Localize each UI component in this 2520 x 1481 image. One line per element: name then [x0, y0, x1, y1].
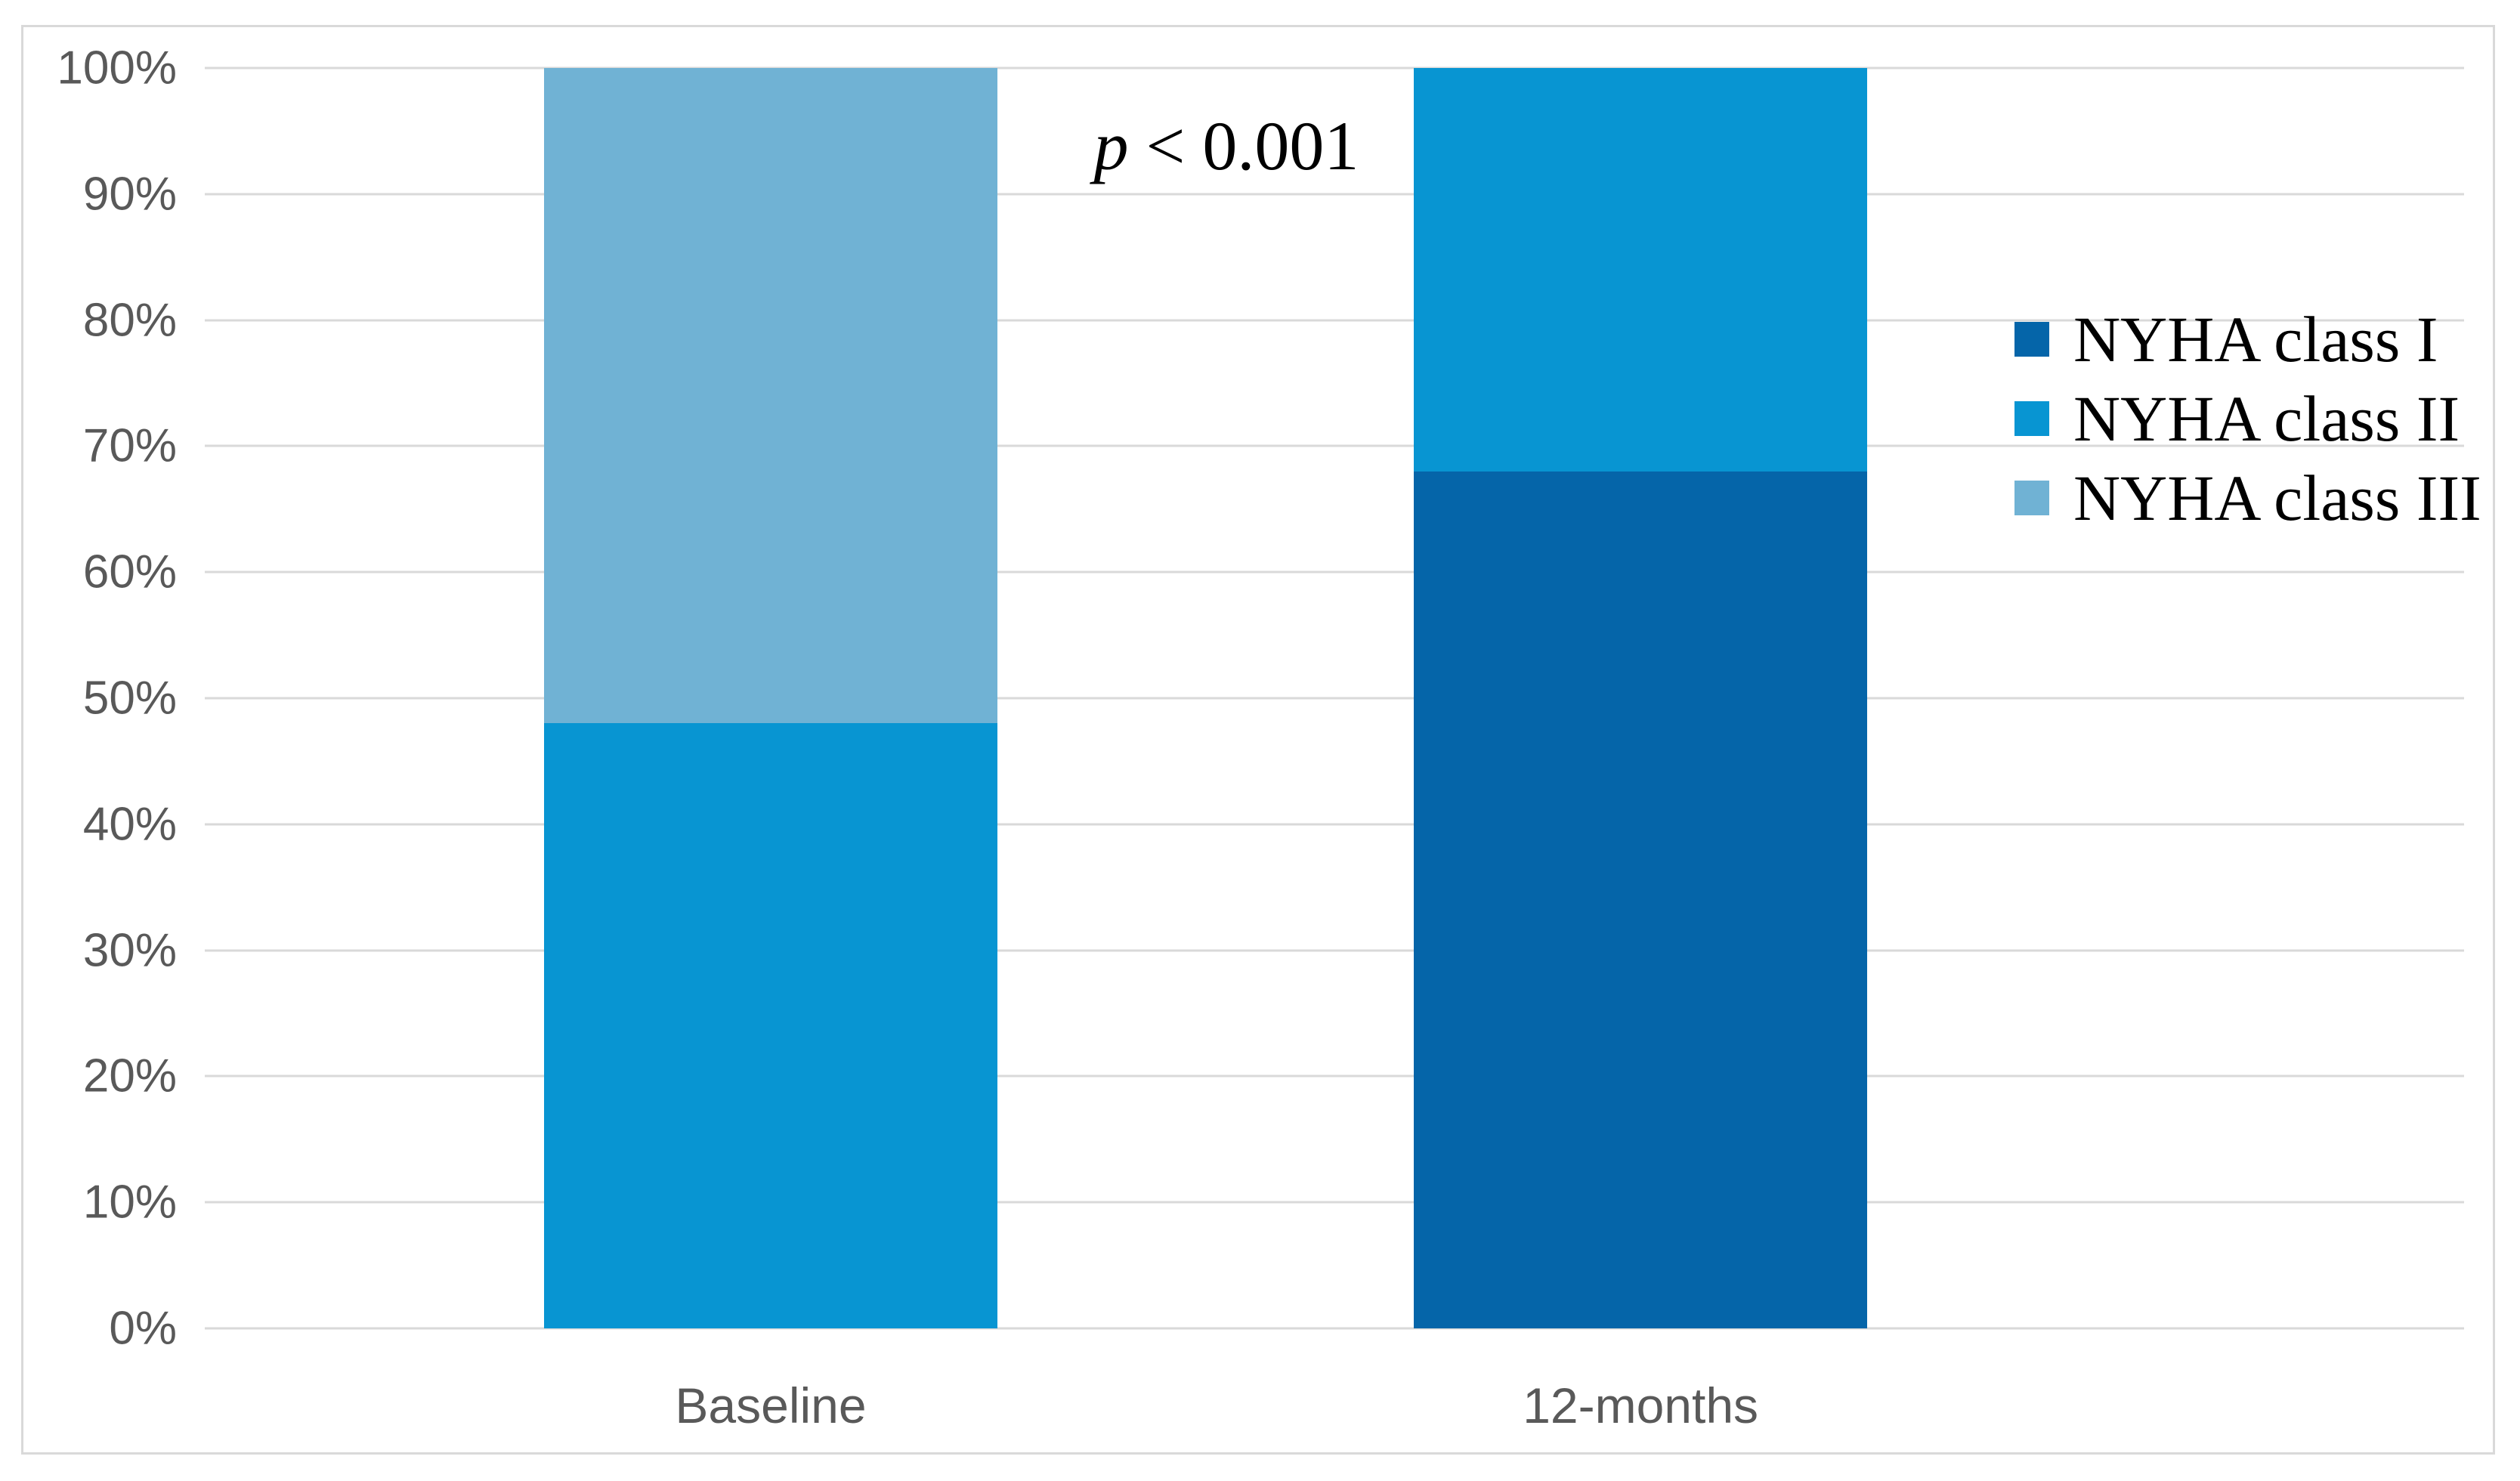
y-tick-label-30: 30%: [82, 924, 177, 977]
y-axis-tick-labels: 0% 10% 20% 30% 40% 50% 60% 70% 80% 90% 100%: [45, 42, 177, 1355]
gridline-90: [205, 193, 2464, 196]
legend-item-nyha-class-ii: NYHA class II: [2014, 379, 2481, 458]
y-tick-label-60: 60%: [82, 546, 177, 598]
legend-item-nyha-class-i: NYHA class I: [2014, 299, 2481, 379]
legend-label: NYHA class III: [2073, 461, 2481, 534]
legend-label: NYHA class I: [2073, 302, 2438, 376]
gridline-0: [205, 1327, 2464, 1330]
p-value-text: < 0.001: [1128, 107, 1359, 184]
x-category-label-baseline: Baseline: [675, 1377, 867, 1433]
segment-baseline-nyha-class-ii: [544, 723, 998, 1328]
segment-baseline-nyha-class-iii: [544, 68, 998, 724]
y-tick-label-70: 70%: [82, 419, 177, 472]
y-tick-label-20: 20%: [82, 1050, 177, 1102]
gridline-70: [205, 444, 2464, 447]
gridline-60: [205, 570, 2464, 574]
x-category-label-12-months: 12-months: [1523, 1377, 1759, 1433]
legend: NYHA class I NYHA class II NYHA class III: [2014, 299, 2481, 537]
gridline-80: [205, 319, 2464, 322]
y-tick-label-40: 40%: [82, 798, 177, 851]
segment-12-months-nyha-class-ii: [1413, 68, 1868, 472]
legend-swatch-icon: [2014, 321, 2049, 357]
legend-label: NYHA class II: [2073, 382, 2460, 455]
chart-figure: 0% 10% 20% 30% 40% 50% 60% 70% 80% 90% 100% Baseli…: [21, 25, 2495, 1455]
gridline-30: [205, 949, 2464, 952]
bar-12-months: [1413, 68, 1868, 1328]
y-tick-label-50: 50%: [82, 672, 177, 725]
x-axis-category-labels: Baseline 12-months: [205, 1369, 2464, 1442]
plot-area: 0% 10% 20% 30% 40% 50% 60% 70% 80% 90% 100%: [57, 42, 2464, 1355]
legend-item-nyha-class-iii: NYHA class III: [2014, 458, 2481, 537]
y-tick-label-100: 100%: [57, 42, 177, 94]
p-value-annotation: p < 0.001: [1000, 107, 1453, 187]
y-tick-label-90: 90%: [82, 168, 177, 221]
gridline-50: [205, 697, 2464, 700]
bar-baseline: [544, 68, 998, 1328]
segment-12-months-nyha-class-i: [1413, 471, 1868, 1328]
y-tick-label-80: 80%: [82, 294, 177, 347]
legend-swatch-icon: [2014, 400, 2049, 436]
legend-swatch-icon: [2014, 480, 2049, 515]
gridline-20: [205, 1074, 2464, 1078]
p-value-italic-p: p: [1093, 107, 1129, 184]
y-tick-label-10: 10%: [82, 1176, 177, 1229]
gridline-10: [205, 1201, 2464, 1204]
y-tick-label-0: 0%: [109, 1302, 177, 1355]
gridline-100: [205, 66, 2464, 70]
gridline-40: [205, 823, 2464, 826]
